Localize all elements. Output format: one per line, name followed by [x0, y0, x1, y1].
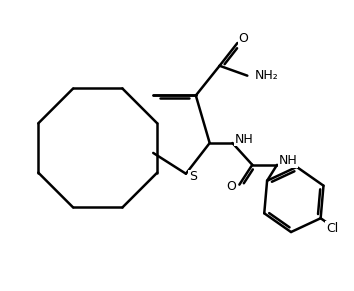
Text: NH: NH [279, 154, 298, 167]
Text: Cl: Cl [326, 222, 338, 235]
Text: NH: NH [234, 133, 253, 146]
Text: O: O [239, 31, 248, 45]
Text: NH₂: NH₂ [255, 69, 279, 82]
Text: S: S [189, 170, 197, 183]
Text: O: O [227, 180, 236, 193]
